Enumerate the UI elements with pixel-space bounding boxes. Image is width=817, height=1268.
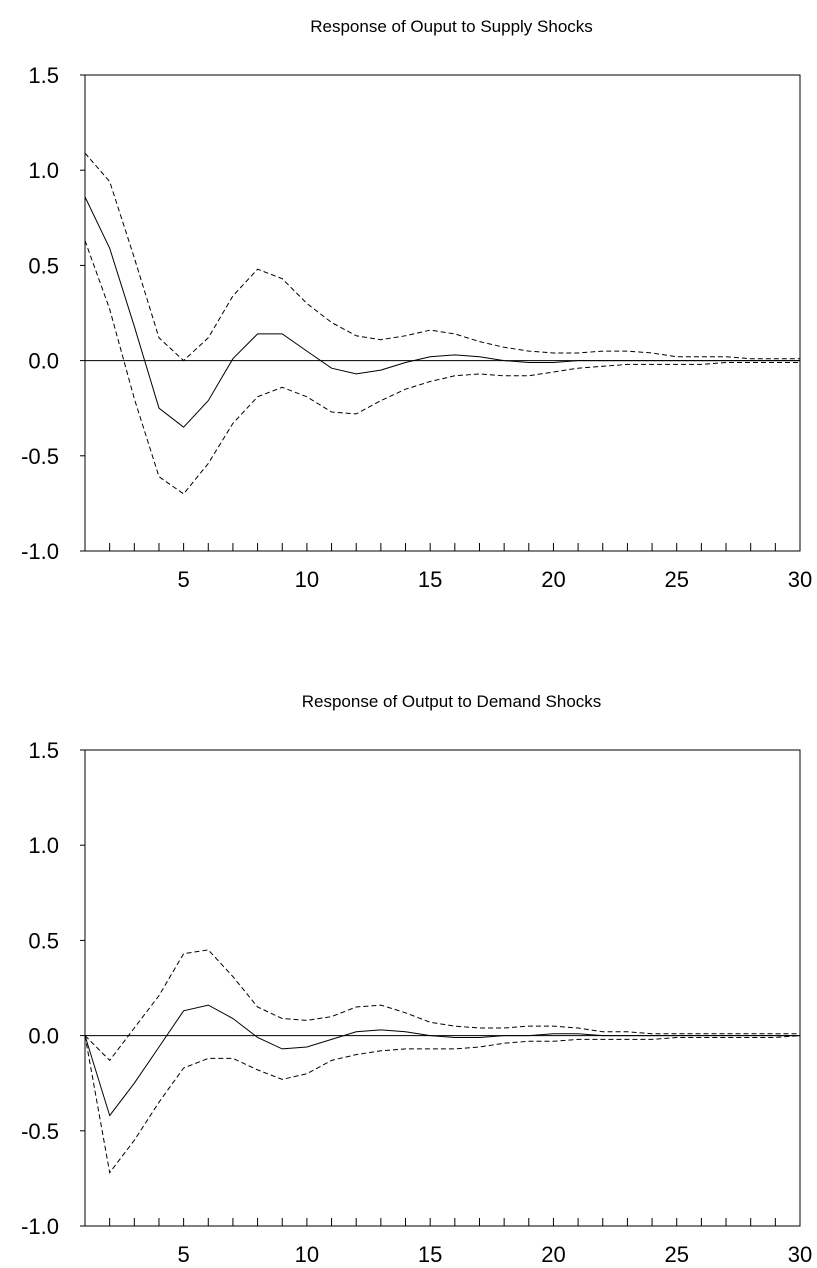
response-line — [84, 1004, 800, 1117]
supply-shock-chart: Response of Ouput to Supply Shocks 1.5 1.… — [21, 17, 812, 592]
y-tick-label: 0.5 — [28, 253, 59, 278]
y-tick-label: 1.0 — [28, 833, 59, 858]
x-tick-label: 25 — [664, 1242, 688, 1267]
chart-title: Response of Output to Demand Shocks — [302, 692, 602, 711]
y-tick-label: 1.5 — [28, 63, 59, 88]
plot-frame — [84, 749, 801, 1227]
plot-frame — [84, 74, 801, 552]
y-tick-label: 0.0 — [28, 349, 59, 374]
x-tick-label: 10 — [295, 1242, 319, 1267]
lower-band-line — [84, 240, 800, 495]
y-tick-label: 1.5 — [28, 738, 59, 763]
y-tick-label: 0.0 — [28, 1024, 59, 1049]
x-tick-label: 15 — [418, 567, 442, 592]
x-tick-label: 30 — [788, 567, 812, 592]
x-tick-label: 10 — [295, 567, 319, 592]
y-tick-label: -1.0 — [21, 1214, 59, 1239]
y-tick-label: -0.5 — [21, 1119, 59, 1144]
x-tick-label: 5 — [177, 1242, 189, 1267]
upper-band-line — [84, 152, 800, 362]
y-tick-label: 0.5 — [28, 928, 59, 953]
y-tick-label: -0.5 — [21, 444, 59, 469]
y-tick-label: -1.0 — [21, 539, 59, 564]
x-tick-label: 20 — [541, 1242, 565, 1267]
x-tick-label: 15 — [418, 1242, 442, 1267]
demand-shock-chart: Response of Output to Demand Shocks 1.5 1… — [21, 692, 812, 1267]
x-tick-label: 25 — [664, 567, 688, 592]
x-tick-label: 5 — [177, 567, 189, 592]
chart-title: Response of Ouput to Supply Shocks — [310, 17, 593, 36]
x-tick-label: 30 — [788, 1242, 812, 1267]
lower-band-line — [84, 1035, 801, 1174]
upper-band-line — [84, 949, 800, 1062]
response-line — [84, 196, 800, 428]
x-tick-label: 20 — [541, 567, 565, 592]
y-tick-label: 1.0 — [28, 158, 59, 183]
